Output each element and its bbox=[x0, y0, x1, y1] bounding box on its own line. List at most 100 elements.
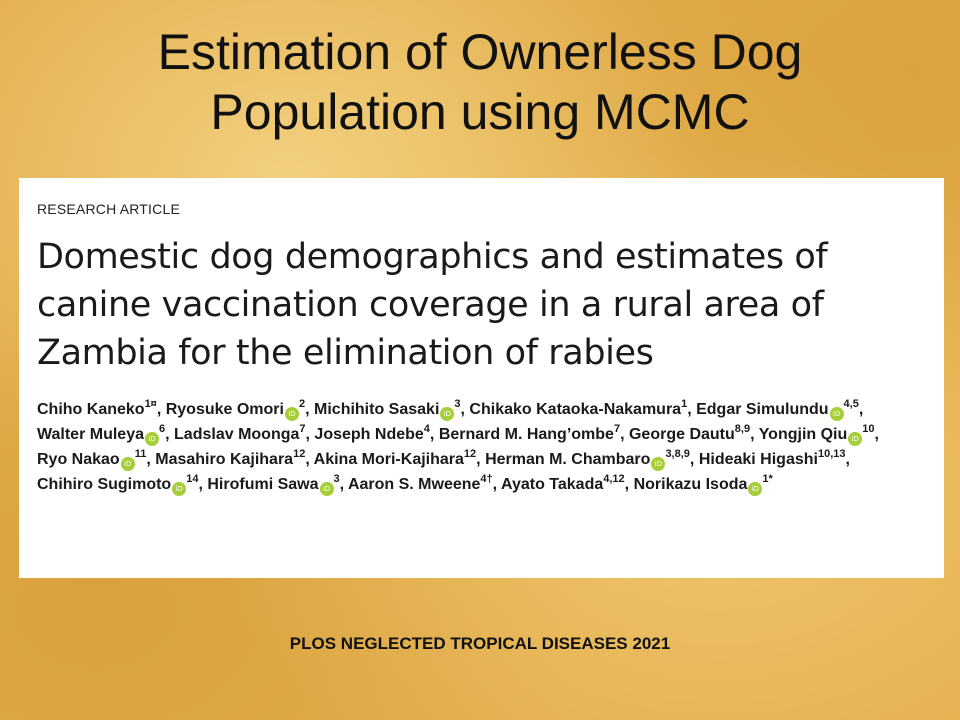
affiliation-superscript: 6 bbox=[159, 422, 166, 435]
author-name: Michihito Sasaki iD3, bbox=[314, 397, 465, 421]
author-name: Chikako Kataoka-Nakamura1, bbox=[469, 397, 692, 418]
author-name: Aaron S. Mweene4†, bbox=[347, 472, 498, 493]
affiliation-superscript: 4,5 bbox=[843, 397, 859, 410]
author-name-text: Chiho Kaneko bbox=[37, 401, 145, 418]
orcid-icon[interactable]: iD bbox=[440, 407, 455, 421]
orcid-icon[interactable]: iD bbox=[848, 432, 863, 446]
author-name: Hirofumi Sawa iD3, bbox=[207, 472, 345, 496]
author-name: Masahiro Kajihara12, bbox=[155, 447, 310, 468]
author-separator: , bbox=[460, 401, 465, 418]
orcid-icon[interactable]: iD bbox=[145, 432, 159, 446]
affiliation-superscript: 14 bbox=[186, 472, 199, 485]
orcid-icon[interactable]: iD bbox=[748, 482, 763, 496]
author-name-text: Chikako Kataoka-Nakamura bbox=[469, 401, 682, 418]
author-name-text: Chihiro Sugimoto bbox=[37, 476, 172, 493]
author-name: Ryo Nakao iD11, bbox=[37, 447, 151, 471]
author-separator: , bbox=[750, 426, 755, 443]
orcid-icon[interactable]: iD bbox=[172, 482, 187, 496]
author-name-text: Michihito Sasaki bbox=[314, 401, 440, 418]
affiliation-superscript: 2 bbox=[298, 397, 306, 410]
author-separator: , bbox=[845, 451, 850, 468]
author-separator: , bbox=[858, 401, 864, 418]
author-separator: , bbox=[146, 451, 151, 468]
author-separator: , bbox=[305, 401, 310, 418]
slide-title: Estimation of Ownerless Dog Population u… bbox=[0, 22, 960, 142]
author-name-text: Masahiro Kajihara bbox=[155, 451, 294, 468]
slide-title-line-2: Population using MCMC bbox=[210, 84, 750, 140]
affiliation-superscript: 7 bbox=[299, 422, 306, 435]
author-separator: , bbox=[429, 426, 435, 443]
author-name-text: Norikazu Isoda bbox=[633, 476, 748, 493]
author-name: Edgar Simulundu iD4,5, bbox=[696, 397, 864, 421]
author-separator: , bbox=[689, 451, 695, 468]
paper-title: Domestic dog demographics and estimates … bbox=[37, 237, 828, 373]
affiliation-superscript: 7 bbox=[613, 422, 621, 435]
author-name: Chihiro Sugimoto iD14, bbox=[37, 472, 203, 496]
author-name: Yongjin Qiu iD10, bbox=[758, 422, 879, 446]
affiliation-superscript: 3,8,9 bbox=[665, 447, 690, 460]
orcid-icon[interactable]: iD bbox=[120, 457, 135, 471]
affiliation-superscript: 10,13 bbox=[817, 447, 846, 460]
journal-citation: PLOS NEGLECTED TROPICAL DISEASES 2021 bbox=[289, 634, 671, 653]
author-separator: , bbox=[620, 426, 625, 443]
paper-screenshot-card: RESEARCH ARTICLE Domestic dog demographi… bbox=[19, 178, 944, 578]
author-name: Joseph Ndebe4, bbox=[314, 422, 435, 443]
author-name-text: George Dautu bbox=[628, 426, 735, 443]
author-separator: , bbox=[305, 451, 310, 468]
author-separator: , bbox=[156, 401, 162, 418]
affiliation-superscript: 4,12 bbox=[603, 472, 625, 485]
affiliation-superscript: 12 bbox=[293, 447, 306, 460]
author-name: Akina Mori-Kajihara12, bbox=[313, 447, 481, 468]
author-name: Chiho Kaneko1¤, bbox=[37, 397, 162, 418]
affiliation-superscript: 3 bbox=[454, 397, 461, 410]
slide-title-line-1: Estimation of Ownerless Dog bbox=[157, 24, 803, 80]
affiliation-superscript: 4† bbox=[480, 472, 493, 485]
article-type-label: RESEARCH ARTICLE bbox=[37, 201, 180, 217]
affiliation-superscript: 1* bbox=[762, 472, 773, 485]
author-name-text: Hideaki Higashi bbox=[698, 451, 818, 468]
author-name-text: Walter Muleya bbox=[37, 426, 144, 443]
author-name-text: Ladslav Moonga bbox=[174, 426, 300, 443]
author-name: Ayato Takada4,12, bbox=[500, 472, 630, 493]
author-separator: , bbox=[687, 401, 692, 418]
author-name-text: Ryosuke Omori bbox=[165, 401, 284, 418]
author-separator: , bbox=[339, 476, 345, 493]
author-separator: , bbox=[165, 426, 170, 443]
author-name: Walter Muleya iD6, bbox=[37, 422, 170, 446]
orcid-icon[interactable]: iD bbox=[651, 457, 666, 471]
author-name-text: Joseph Ndebe bbox=[314, 426, 424, 443]
author-name-text: Herman M. Chambaro bbox=[485, 451, 651, 468]
author-name: Herman M. Chambaro iD3,8,9, bbox=[485, 447, 695, 471]
affiliation-superscript: 4 bbox=[423, 422, 430, 435]
affiliation-superscript: 3 bbox=[333, 472, 340, 485]
orcid-icon[interactable]: iD bbox=[829, 407, 844, 421]
author-name: Ladslav Moonga7, bbox=[174, 422, 310, 443]
author-name-text: Akina Mori-Kajihara bbox=[313, 451, 464, 468]
author-name-text: Bernard M. Hang’ombe bbox=[438, 426, 614, 443]
author-name: Ryosuke Omori iD2, bbox=[165, 397, 310, 421]
author-separator: , bbox=[198, 476, 203, 493]
orcid-icon[interactable]: iD bbox=[284, 407, 299, 421]
orcid-icon[interactable]: iD bbox=[319, 482, 334, 496]
author-name-text: Ryo Nakao bbox=[37, 451, 120, 468]
author-separator: , bbox=[492, 476, 498, 493]
affiliation-superscript: 10 bbox=[862, 422, 875, 435]
affiliation-superscript: 1¤ bbox=[144, 397, 157, 410]
author-name-text: Yongjin Qiu bbox=[758, 426, 848, 443]
affiliation-superscript: 8,9 bbox=[734, 422, 751, 435]
author-name-text: Hirofumi Sawa bbox=[207, 476, 319, 493]
author-name: Hideaki Higashi10,13, bbox=[698, 447, 850, 468]
author-name-text: Ayato Takada bbox=[500, 476, 604, 493]
author-separator: , bbox=[624, 476, 630, 493]
author-name: George Dautu8,9, bbox=[628, 422, 755, 443]
author-name-text: Edgar Simulundu bbox=[696, 401, 829, 418]
author-name-text: Aaron S. Mweene bbox=[347, 476, 481, 493]
author-separator: , bbox=[476, 451, 481, 468]
affiliation-superscript: 12 bbox=[463, 447, 477, 460]
author-separator: , bbox=[874, 426, 879, 443]
author-separator: , bbox=[305, 426, 310, 443]
author-name: Bernard M. Hang’ombe7, bbox=[438, 422, 625, 443]
affiliation-superscript: 11 bbox=[134, 447, 147, 460]
affiliation-superscript: 1 bbox=[681, 397, 688, 410]
author-list: Chiho Kaneko1¤, Ryosuke Omori iD2, Michih… bbox=[37, 397, 926, 497]
